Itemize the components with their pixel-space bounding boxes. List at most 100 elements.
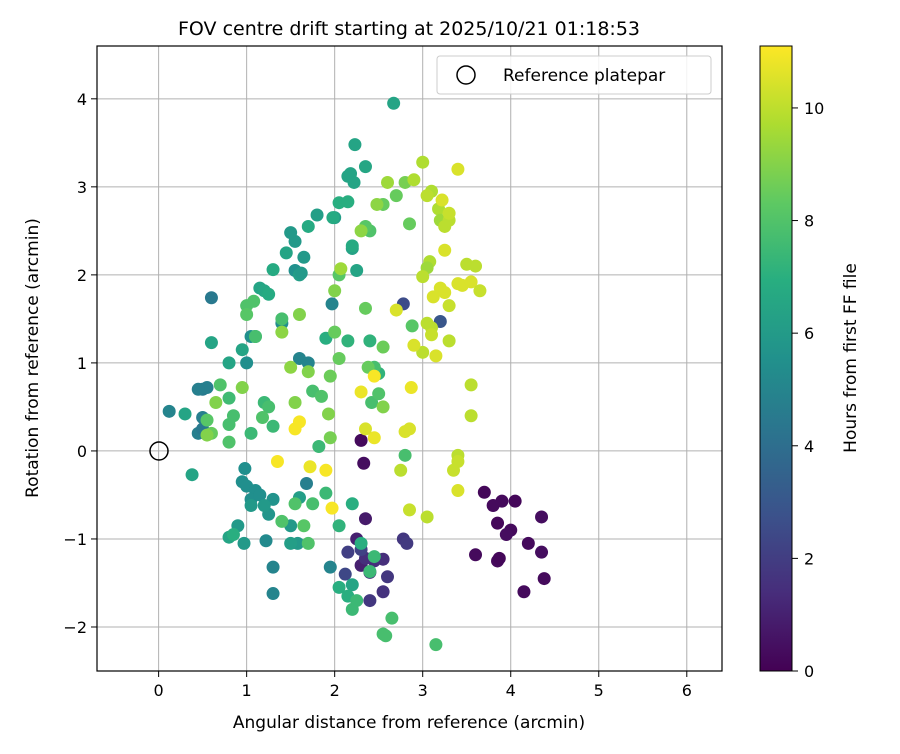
data-point	[284, 360, 298, 374]
data-point	[275, 312, 289, 326]
x-axis-label: Angular distance from reference (arcmin)	[233, 713, 585, 733]
data-point	[332, 352, 346, 365]
data-point	[403, 422, 416, 436]
data-point	[178, 407, 192, 421]
data-point	[420, 510, 434, 524]
data-point	[262, 400, 276, 414]
data-point	[451, 162, 465, 176]
data-point	[240, 356, 254, 370]
data-point	[325, 297, 339, 311]
data-point	[204, 291, 218, 305]
data-point	[319, 486, 333, 500]
y-tick-label: 0	[77, 442, 87, 461]
data-point	[438, 285, 452, 299]
data-point	[358, 422, 372, 436]
data-point	[248, 329, 262, 343]
data-point	[537, 572, 551, 586]
data-point	[416, 345, 430, 359]
data-point	[288, 396, 302, 410]
data-point	[387, 96, 401, 110]
colorbar-label: Hours from first FF file	[841, 263, 861, 453]
data-point	[464, 275, 478, 289]
data-point	[367, 550, 381, 564]
data-point	[404, 381, 418, 395]
data-point	[429, 638, 443, 652]
data-point	[473, 284, 487, 298]
data-point	[429, 349, 443, 363]
data-point	[323, 431, 337, 445]
data-point	[266, 560, 280, 574]
data-point	[363, 594, 377, 608]
legend: Reference platepar	[436, 55, 712, 95]
data-point	[372, 387, 386, 401]
data-point	[403, 503, 416, 517]
data-point	[447, 463, 461, 477]
data-point	[244, 426, 258, 440]
data-point	[294, 266, 308, 280]
legend-marker	[456, 65, 476, 85]
data-point	[357, 456, 371, 470]
data-point	[492, 551, 506, 565]
data-point	[416, 270, 430, 284]
data-point	[435, 193, 449, 207]
data-point	[237, 536, 251, 550]
data-point	[275, 325, 289, 339]
colorbar-tick-label: 6	[804, 324, 814, 343]
data-point	[389, 303, 403, 317]
data-point	[376, 585, 390, 599]
data-point	[314, 389, 328, 403]
data-point	[235, 381, 249, 395]
data-point	[521, 536, 535, 550]
data-point	[259, 534, 273, 548]
data-point	[275, 514, 289, 528]
data-point	[367, 369, 381, 383]
data-point	[209, 396, 223, 410]
data-point	[508, 494, 522, 508]
data-point	[300, 477, 314, 490]
data-point	[257, 499, 271, 513]
data-point	[326, 211, 340, 225]
data-point	[325, 501, 339, 515]
data-point	[191, 382, 205, 396]
data-point	[365, 396, 379, 410]
data-point	[306, 497, 320, 511]
data-point	[341, 545, 355, 559]
data-point	[301, 365, 315, 379]
data-point	[358, 301, 372, 315]
data-point	[354, 536, 368, 550]
data-point	[425, 328, 439, 342]
data-point	[322, 407, 336, 421]
data-points	[162, 96, 551, 652]
y-tick-label: 2	[77, 266, 87, 285]
data-point	[226, 528, 240, 542]
chart-title: FOV centre drift starting at 2025/10/21 …	[178, 18, 640, 40]
data-point	[332, 580, 346, 594]
data-point	[204, 336, 218, 350]
data-point	[323, 560, 337, 574]
data-point	[354, 433, 368, 447]
data-point	[354, 224, 368, 238]
data-point	[341, 334, 355, 348]
colorbar-ticks: 0 2 4 6 8 10	[792, 99, 824, 681]
data-point	[332, 519, 346, 533]
y-tick-label: 3	[77, 178, 87, 197]
data-point	[394, 463, 408, 477]
data-point	[370, 197, 384, 211]
data-point	[247, 294, 261, 308]
colorbar-gradient	[759, 45, 793, 672]
data-point	[222, 356, 236, 370]
data-point	[292, 307, 306, 321]
data-point	[328, 284, 342, 298]
data-point	[235, 343, 249, 357]
data-point	[266, 419, 280, 433]
data-point	[262, 287, 276, 301]
data-point	[376, 400, 390, 414]
data-point	[363, 334, 377, 348]
data-point	[213, 378, 227, 392]
legend-box	[436, 55, 712, 95]
data-point	[347, 175, 361, 189]
data-point	[416, 155, 430, 169]
x-tick-label: 5	[594, 681, 604, 700]
data-point	[495, 494, 509, 508]
